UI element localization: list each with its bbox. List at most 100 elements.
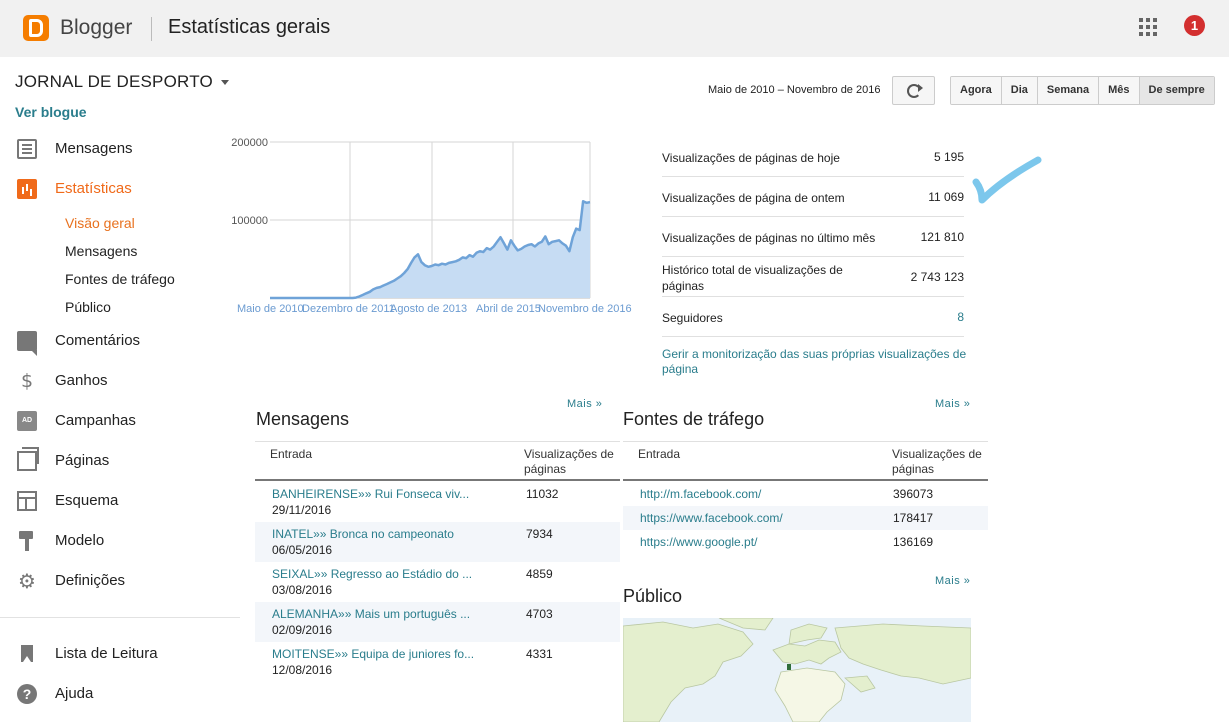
campaigns-icon: AD — [17, 411, 37, 431]
apps-grid-icon[interactable] — [1139, 18, 1157, 36]
sidebar-item-label: Páginas — [55, 452, 110, 469]
sidebar-subitem-posts[interactable]: Mensagens — [65, 243, 138, 259]
sidebar-item-label: Comentários — [55, 332, 141, 349]
y-tick-label: 100000 — [231, 215, 268, 227]
audience-more-link[interactable]: Mais » — [935, 575, 971, 587]
check-mark-icon — [972, 156, 1042, 204]
sidebar-item-label: Definições — [55, 572, 126, 589]
table-row: https://www.facebook.com/ 178417 — [623, 506, 988, 530]
post-title-link[interactable]: INATEL»» Bronca no campeonato — [272, 527, 454, 541]
column-header: Entrada — [270, 447, 313, 461]
sidebar-item-label: Modelo — [55, 532, 105, 549]
traffic-more-link[interactable]: Mais » — [935, 398, 971, 410]
stat-value: 11 069 — [928, 190, 964, 204]
posts-icon — [17, 139, 37, 159]
traffic-table-header: Entrada Visualizações de páginas — [623, 441, 988, 481]
x-tick-label: Abril de 2015 — [476, 303, 541, 315]
x-tick-label: Novembro de 2016 — [538, 303, 632, 315]
manage-tracking-link[interactable]: Gerir a monitorização das suas próprias … — [662, 347, 967, 376]
followers-link[interactable]: 8 — [957, 310, 964, 324]
chevron-down-icon — [220, 80, 229, 86]
refresh-icon — [907, 84, 923, 98]
post-date: 06/05/2016 — [272, 543, 333, 557]
earnings-icon: $ — [20, 370, 34, 392]
sidebar-item-campaigns[interactable]: AD Campanhas — [0, 406, 240, 436]
comments-icon — [17, 331, 37, 356]
traffic-views: 178417 — [893, 511, 934, 525]
x-tick-label: Agosto de 2013 — [390, 303, 467, 315]
stat-today: Visualizações de páginas de hoje 5 195 — [662, 138, 964, 177]
traffic-source-link[interactable]: https://www.facebook.com/ — [640, 511, 783, 525]
sidebar-item-stats[interactable]: Estatísticas — [0, 174, 240, 204]
sidebar-item-posts[interactable]: Mensagens — [0, 134, 240, 164]
post-date: 03/08/2016 — [272, 583, 333, 597]
post-date: 29/11/2016 — [272, 503, 332, 517]
posts-panel-title: Mensagens — [256, 409, 350, 429]
x-tick-label: Maio de 2010 — [237, 303, 304, 315]
stat-value: 121 810 — [920, 230, 964, 244]
sidebar-item-settings[interactable]: ⚙ Definições — [0, 566, 240, 596]
date-range-label: Maio de 2010 – Novembro de 2016 — [708, 84, 881, 96]
page-title: Estatísticas gerais — [168, 16, 331, 38]
sidebar-item-pages[interactable]: Páginas — [0, 446, 240, 476]
sidebar-item-label: Lista de Leitura — [55, 645, 158, 662]
range-week-button[interactable]: Semana — [1037, 77, 1100, 104]
range-all-time-button[interactable]: De sempre — [1139, 77, 1214, 104]
notification-badge[interactable]: 1 — [1184, 15, 1205, 36]
stat-value: 2 743 123 — [910, 270, 964, 284]
post-title-link[interactable]: MOITENSE»» Equipa de juniores fo... — [272, 647, 475, 661]
sidebar-subitem-audience[interactable]: Público — [65, 299, 111, 315]
stat-label: Visualizações de página de ontem — [662, 191, 845, 205]
sidebar-subitem-traffic-sources[interactable]: Fontes de tráfego — [65, 271, 175, 287]
sidebar-subitem-overview[interactable]: Visão geral — [65, 215, 135, 231]
settings-icon: ⚙ — [18, 569, 36, 593]
sidebar-item-comments[interactable]: Comentários — [0, 326, 240, 356]
traffic-source-link[interactable]: https://www.google.pt/ — [640, 535, 758, 549]
stat-all-time: Histórico total de visualizações de pági… — [662, 257, 964, 297]
post-date: 02/09/2016 — [272, 623, 333, 637]
column-header: Visualizações de páginas — [892, 447, 982, 476]
range-month-button[interactable]: Mês — [1099, 77, 1140, 104]
traffic-source-link[interactable]: http://m.facebook.com/ — [640, 487, 762, 501]
post-views: 4331 — [526, 647, 553, 661]
x-tick-label: Dezembro de 2011 — [302, 303, 395, 315]
post-views: 4703 — [526, 607, 553, 621]
table-row: https://www.google.pt/ 136169 — [623, 530, 988, 554]
blog-name: JORNAL DE DESPORTO — [15, 72, 213, 91]
sidebar-item-label: Estatísticas — [55, 180, 132, 197]
post-title-link[interactable]: BANHEIRENSE»» Rui Fonseca viv... — [272, 487, 470, 501]
sidebar-item-reading-list[interactable]: Lista de Leitura — [0, 639, 240, 669]
post-date: 12/08/2016 — [272, 663, 333, 677]
posts-more-link[interactable]: Mais » — [567, 398, 603, 410]
sidebar-item-layout[interactable]: Esquema — [0, 486, 240, 516]
blogger-logo-icon[interactable] — [23, 15, 49, 41]
blog-selector[interactable]: JORNAL DE DESPORTO — [15, 72, 229, 92]
range-now-button[interactable]: Agora — [951, 77, 1002, 104]
sidebar-item-label: Ganhos — [55, 372, 108, 389]
traffic-views: 136169 — [893, 535, 934, 549]
traffic-views: 396073 — [893, 487, 934, 501]
sidebar-item-theme[interactable]: Modelo — [0, 526, 240, 556]
audience-world-map[interactable] — [623, 618, 971, 722]
post-title-link[interactable]: ALEMANHA»» Mais um português ... — [272, 607, 471, 621]
range-selector: Agora Dia Semana Mês De sempre — [950, 76, 1215, 105]
view-blog-link[interactable]: Ver blogue — [15, 104, 87, 120]
post-title-link[interactable]: SEIXAL»» Regresso ao Estádio do ... — [272, 567, 473, 581]
range-day-button[interactable]: Dia — [1001, 77, 1038, 104]
audience-panel-title: Público — [623, 586, 683, 606]
stat-label: Visualizações de páginas no último mês — [662, 231, 876, 245]
sidebar-item-help[interactable]: ? Ajuda — [0, 679, 240, 709]
y-tick-label: 200000 — [231, 137, 268, 149]
stat-label: Histórico total de visualizações de pági… — [662, 263, 843, 293]
sidebar-divider — [0, 617, 240, 618]
traffic-panel-title: Fontes de tráfego — [623, 409, 765, 429]
reading-list-icon — [17, 644, 37, 664]
sidebar-item-label: Mensagens — [55, 140, 133, 157]
column-header: Visualizações de páginas — [524, 447, 614, 476]
sidebar-item-label: Esquema — [55, 492, 119, 509]
brand-name[interactable]: Blogger — [60, 16, 133, 39]
refresh-button[interactable] — [892, 76, 935, 105]
table-row: ALEMANHA»» Mais um português ... 02/09/2… — [255, 602, 620, 642]
sidebar-item-earnings[interactable]: $ Ganhos — [0, 366, 240, 396]
layout-icon — [17, 491, 37, 511]
